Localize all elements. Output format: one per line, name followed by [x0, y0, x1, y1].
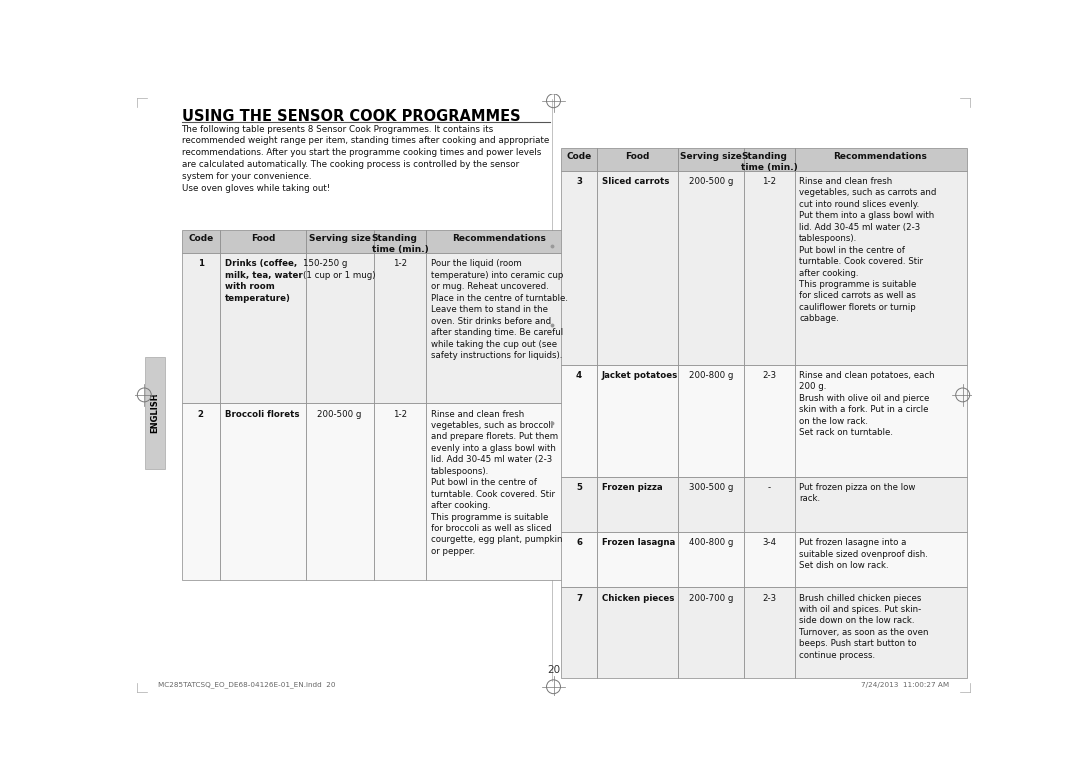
- Bar: [678, 170, 744, 365]
- Text: 150-250 g
(1 cup or 1 mug): 150-250 g (1 cup or 1 mug): [303, 260, 376, 280]
- Bar: [678, 587, 744, 678]
- Bar: [220, 230, 306, 253]
- Bar: [306, 404, 374, 580]
- Bar: [562, 170, 597, 365]
- Text: 200-500 g: 200-500 g: [318, 410, 362, 418]
- Bar: [181, 230, 220, 253]
- Bar: [744, 365, 795, 476]
- Bar: [795, 476, 967, 532]
- Text: Frozen lasagna: Frozen lasagna: [602, 538, 675, 547]
- Bar: [562, 532, 597, 587]
- Bar: [795, 532, 967, 587]
- Text: 6: 6: [576, 538, 582, 547]
- Bar: [562, 148, 597, 170]
- Text: Standing
time (min.): Standing time (min.): [741, 152, 798, 172]
- Bar: [597, 532, 678, 587]
- Text: 1: 1: [198, 260, 204, 268]
- Bar: [427, 253, 572, 404]
- Bar: [374, 253, 427, 404]
- Text: 20: 20: [546, 665, 561, 675]
- Text: Rinse and clean fresh
vegetables, such as carrots and
cut into round slices even: Rinse and clean fresh vegetables, such a…: [799, 177, 936, 324]
- Bar: [678, 476, 744, 532]
- Text: MC285TATCSQ_EO_DE68-04126E-01_EN.indd  20: MC285TATCSQ_EO_DE68-04126E-01_EN.indd 20: [159, 682, 336, 688]
- Text: ENGLISH: ENGLISH: [150, 393, 160, 433]
- Text: 200-700 g: 200-700 g: [689, 594, 733, 603]
- Text: USING THE SENSOR COOK PROGRAMMES: USING THE SENSOR COOK PROGRAMMES: [181, 109, 521, 124]
- Bar: [744, 170, 795, 365]
- Bar: [181, 404, 220, 580]
- Text: The following table presents 8 Sensor Cook Programmes. It contains its
recommend: The following table presents 8 Sensor Co…: [181, 124, 549, 192]
- Text: 300-500 g: 300-500 g: [689, 482, 733, 492]
- Bar: [306, 253, 374, 404]
- Text: 5: 5: [576, 482, 582, 492]
- Text: Food: Food: [625, 152, 650, 160]
- Bar: [795, 148, 967, 170]
- Text: Drinks (coffee,
milk, tea, water
with room
temperature): Drinks (coffee, milk, tea, water with ro…: [225, 260, 302, 303]
- Text: Jacket potatoes: Jacket potatoes: [602, 371, 678, 380]
- Bar: [145, 357, 165, 469]
- Text: 200-800 g: 200-800 g: [689, 371, 733, 380]
- Text: Brush chilled chicken pieces
with oil and spices. Put skin-
side down on the low: Brush chilled chicken pieces with oil an…: [799, 594, 929, 660]
- Bar: [597, 148, 678, 170]
- Text: Recommendations: Recommendations: [453, 234, 546, 243]
- Bar: [597, 587, 678, 678]
- Text: Code: Code: [566, 152, 592, 160]
- Bar: [427, 404, 572, 580]
- Text: Broccoli florets: Broccoli florets: [225, 410, 299, 418]
- Bar: [744, 148, 795, 170]
- Bar: [795, 587, 967, 678]
- Text: 2-3: 2-3: [762, 371, 777, 380]
- Text: Frozen pizza: Frozen pizza: [602, 482, 662, 492]
- Bar: [306, 230, 374, 253]
- Bar: [562, 365, 597, 476]
- Text: 4: 4: [576, 371, 582, 380]
- Text: 2-3: 2-3: [762, 594, 777, 603]
- Bar: [678, 532, 744, 587]
- Bar: [374, 404, 427, 580]
- Text: Put frozen lasagne into a
suitable sized ovenproof dish.
Set dish on low rack.: Put frozen lasagne into a suitable sized…: [799, 538, 928, 570]
- Text: 400-800 g: 400-800 g: [689, 538, 733, 547]
- Text: Recommendations: Recommendations: [834, 152, 928, 160]
- Bar: [597, 170, 678, 365]
- Bar: [744, 587, 795, 678]
- Text: Chicken pieces: Chicken pieces: [602, 594, 674, 603]
- Text: 7: 7: [576, 594, 582, 603]
- Bar: [220, 404, 306, 580]
- Bar: [744, 532, 795, 587]
- Bar: [597, 365, 678, 476]
- Bar: [220, 253, 306, 404]
- Text: Rinse and clean potatoes, each
200 g.
Brush with olive oil and pierce
skin with : Rinse and clean potatoes, each 200 g. Br…: [799, 371, 935, 437]
- Text: 2: 2: [198, 410, 204, 418]
- Text: Rinse and clean fresh
vegetables, such as broccoli
and prepare florets. Put them: Rinse and clean fresh vegetables, such a…: [431, 410, 563, 556]
- Bar: [795, 170, 967, 365]
- Bar: [562, 587, 597, 678]
- Bar: [181, 253, 220, 404]
- Text: 1-2: 1-2: [762, 177, 777, 186]
- Text: Sliced carrots: Sliced carrots: [602, 177, 669, 186]
- Bar: [597, 476, 678, 532]
- Bar: [374, 230, 427, 253]
- Text: 3-4: 3-4: [762, 538, 777, 547]
- Text: Standing
time (min.): Standing time (min.): [372, 234, 429, 254]
- Text: 1-2: 1-2: [393, 260, 407, 268]
- Bar: [678, 148, 744, 170]
- Text: Food: Food: [251, 234, 275, 243]
- Bar: [562, 476, 597, 532]
- Bar: [795, 365, 967, 476]
- Bar: [678, 365, 744, 476]
- Text: Put frozen pizza on the low
rack.: Put frozen pizza on the low rack.: [799, 482, 916, 503]
- Text: 3: 3: [576, 177, 582, 186]
- Text: 1-2: 1-2: [393, 410, 407, 418]
- Text: 200-500 g: 200-500 g: [689, 177, 733, 186]
- Bar: [744, 476, 795, 532]
- Text: -: -: [768, 482, 771, 492]
- Text: Code: Code: [188, 234, 214, 243]
- Bar: [427, 230, 572, 253]
- Text: Pour the liquid (room
temperature) into ceramic cup
or mug. Reheat uncovered.
Pl: Pour the liquid (room temperature) into …: [431, 260, 568, 360]
- Text: Serving size: Serving size: [680, 152, 742, 160]
- Text: Serving size: Serving size: [309, 234, 370, 243]
- Text: 7/24/2013  11:00:27 AM: 7/24/2013 11:00:27 AM: [861, 682, 948, 688]
